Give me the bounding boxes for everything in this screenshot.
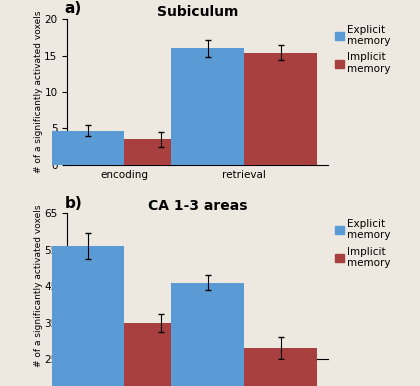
Bar — [171, 48, 244, 165]
Bar — [52, 130, 124, 165]
Bar — [244, 53, 317, 165]
Bar — [124, 139, 197, 165]
Bar — [52, 246, 124, 386]
Title: CA 1-3 areas: CA 1-3 areas — [148, 200, 247, 213]
Bar — [124, 323, 197, 386]
Legend: Explicit
memory, Implicit
memory: Explicit memory, Implicit memory — [336, 219, 390, 268]
Bar — [244, 348, 317, 386]
Text: b): b) — [65, 196, 82, 211]
Legend: Explicit
memory, Implicit
memory: Explicit memory, Implicit memory — [336, 24, 390, 74]
Y-axis label: # of a significantly activated voxels: # of a significantly activated voxels — [34, 11, 43, 173]
Bar — [171, 283, 244, 386]
Text: a): a) — [65, 2, 82, 16]
Title: Subiculum: Subiculum — [157, 5, 238, 19]
Y-axis label: # of a significantly activated voxels: # of a significantly activated voxels — [34, 205, 43, 367]
